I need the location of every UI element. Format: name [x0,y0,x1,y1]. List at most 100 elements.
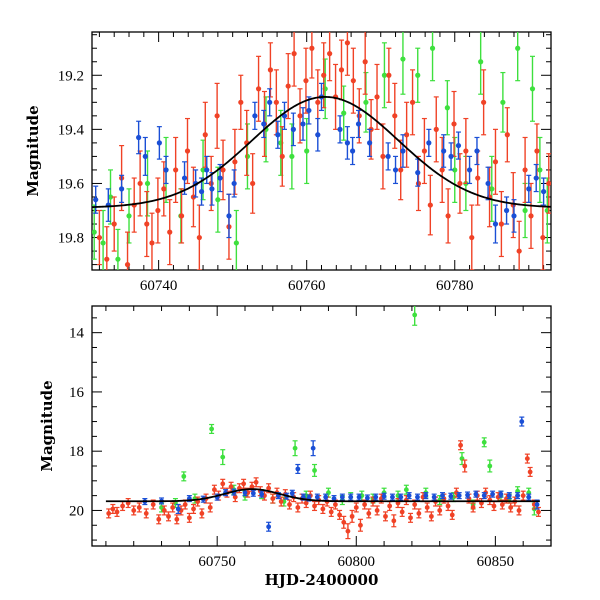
data-point [250,180,256,187]
data-point [516,248,522,254]
data-point [463,148,469,154]
series-0 [93,82,547,244]
data-point [540,188,547,195]
data-point [456,493,462,499]
data-point [492,221,499,227]
data-point [350,78,356,84]
data-point [136,505,142,510]
data-point [474,148,480,154]
data-point [181,175,188,181]
data-point [315,99,321,105]
data-point [415,72,421,78]
data-point [528,213,534,219]
data-point [345,528,351,534]
data-point [429,45,436,51]
data-point [173,167,179,173]
data-point [385,153,391,160]
data-point [212,487,217,493]
data-point [470,505,476,510]
data-point [412,502,418,507]
data-point [100,240,106,246]
data-point [228,484,234,490]
data-point [504,132,510,138]
data-point [490,491,495,497]
data-point [481,493,487,499]
data-point [92,229,97,235]
data-point [310,445,316,451]
data-point [445,213,451,219]
data-point [381,72,388,78]
y-tick-label: 19.2 [58,68,84,84]
data-point [93,197,99,203]
data-point [209,426,215,432]
data-point [289,153,295,160]
data-point [306,107,312,114]
data-point [312,503,317,509]
data-point [341,519,347,525]
data-point [341,110,347,116]
data-point [323,494,329,500]
data-point [270,496,276,501]
data-point [374,508,380,513]
data-point [208,180,214,187]
data-point [297,113,303,119]
data-point [415,494,420,500]
data-point [200,167,206,173]
data-point [515,45,521,51]
data-point [344,40,351,46]
data-point [423,493,429,499]
data-point [156,516,162,522]
data-point [500,99,506,105]
data-point [131,508,137,513]
plot-area [105,306,541,540]
data-point [106,511,112,516]
data-point [374,94,380,100]
data-point [312,468,317,473]
data-point [207,505,213,510]
data-point [104,256,110,262]
data-point [408,515,413,521]
data-point [362,59,368,65]
data-point [503,207,510,214]
data-point [349,148,356,154]
bottom-panel-full-light-curve: 60750 60800 60850 14 16 18 20 Magnitude HJD-2400… [38,305,552,589]
data-point [244,153,251,160]
data-point [156,140,162,146]
data-point [426,140,432,146]
data-point [175,506,181,512]
data-point [279,153,285,160]
data-point [448,493,454,499]
data-point [398,167,404,173]
data-point [144,180,151,187]
data-point [241,481,247,487]
data-point [253,479,259,485]
data-point [487,463,493,469]
data-point [291,51,297,57]
data-point [383,513,388,519]
data-point [327,51,333,57]
data-point [149,240,155,246]
data-point [462,463,468,469]
data-point [452,167,458,173]
data-point [392,167,399,173]
data-point [409,99,416,105]
data-point [421,148,428,154]
data-point [249,484,255,490]
data-point [266,524,272,530]
data-point [355,121,362,127]
data-point [424,505,430,510]
data-point [242,490,248,496]
data-point [124,261,131,268]
data-point [458,442,463,448]
data-point [431,494,437,500]
data-point [390,494,395,500]
data-point [214,113,220,119]
data-point [466,167,473,173]
data-point [178,213,185,219]
data-point [415,170,421,176]
series-1 [92,32,550,270]
y-axis-title: Magnitude [38,380,56,471]
data-point [400,148,406,154]
data-point [439,167,445,173]
